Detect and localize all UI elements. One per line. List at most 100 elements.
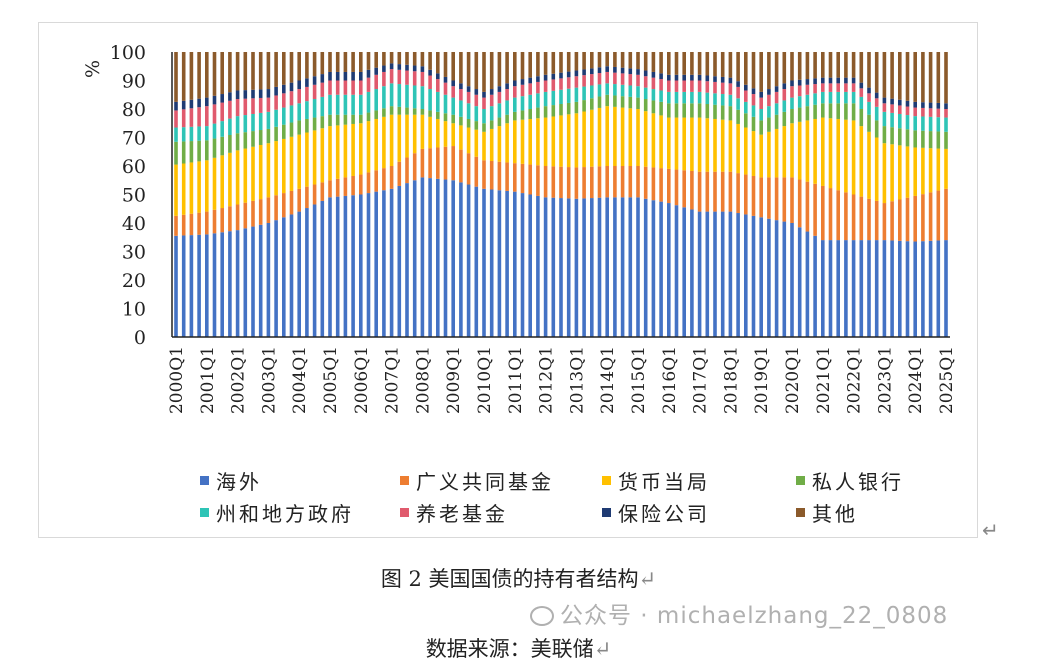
bar-segment <box>720 171 725 212</box>
bar-segment <box>720 211 725 337</box>
x-tick-label: 2024Q1 <box>906 346 926 414</box>
bar-segment <box>335 196 340 337</box>
bar-segment <box>366 52 371 70</box>
bar-segment <box>305 208 309 337</box>
bar-segment <box>844 240 848 337</box>
y-tick-label: 20 <box>122 270 146 292</box>
bar-segment <box>489 52 494 90</box>
bar-segment <box>228 92 232 101</box>
bar-segment <box>659 101 663 116</box>
bar-segment <box>428 52 432 70</box>
x-tick-label: 2004Q1 <box>290 346 310 414</box>
bar-segment <box>181 214 186 236</box>
bar-segment <box>189 99 194 109</box>
bar-segment <box>359 123 363 175</box>
bar-segment <box>274 109 278 127</box>
bar-segment <box>882 111 887 127</box>
bar-segment <box>736 98 740 110</box>
bar-segment <box>759 134 763 178</box>
bar-segment <box>636 197 640 337</box>
bar-segment <box>728 83 733 95</box>
bar-segment <box>436 52 440 74</box>
bar-segment <box>274 126 278 142</box>
bar-segment <box>189 235 194 337</box>
bar-segment <box>366 77 371 92</box>
bar-segment <box>405 70 409 85</box>
bar-segment <box>289 136 294 191</box>
bar-segment <box>251 113 255 132</box>
bar-segment <box>566 52 571 72</box>
bar-segment <box>905 146 910 198</box>
bar-segment <box>605 94 609 107</box>
source-text: 数据来源：美联储 <box>425 637 594 661</box>
bar-segment <box>736 213 740 337</box>
bar-segment <box>443 76 448 83</box>
bar-segment <box>859 196 864 241</box>
bar-segment <box>690 103 694 118</box>
return-mark: ↵ <box>638 567 657 591</box>
bar-segment <box>643 198 648 337</box>
bar-segment <box>690 74 694 81</box>
bar-segment <box>697 74 702 81</box>
bar-segment <box>181 52 186 101</box>
bar-segment <box>174 101 178 111</box>
bar-segment <box>389 114 394 166</box>
bar-segment <box>528 118 532 165</box>
bar-segment <box>613 66 617 73</box>
bar-segment <box>874 106 879 121</box>
bar-segment <box>582 167 586 199</box>
bar-segment <box>667 52 671 75</box>
bar-segment <box>859 126 864 197</box>
bar-segment <box>328 197 332 337</box>
bar-segment <box>559 89 563 105</box>
legend-swatch <box>602 476 611 485</box>
bar-segment <box>428 110 432 117</box>
bar-segment <box>690 170 694 210</box>
bar-segment <box>720 119 725 172</box>
bar-segment <box>667 91 671 104</box>
bar-segment <box>867 198 871 241</box>
bar-segment <box>289 52 294 83</box>
bar-segment <box>790 80 794 87</box>
bar-segment <box>528 94 532 109</box>
bar-segment <box>382 168 386 191</box>
bar-segment <box>205 211 209 235</box>
bar-segment <box>436 178 440 337</box>
bar-segment <box>620 166 625 198</box>
bar-segment <box>844 77 848 84</box>
bar-segment <box>335 52 340 72</box>
bar-segment <box>566 88 571 103</box>
bar-segment <box>782 177 787 222</box>
bar-segment <box>936 52 941 103</box>
bar-segment <box>921 102 925 108</box>
bar-segment <box>528 52 532 78</box>
bar-segment <box>620 197 625 337</box>
bar-segment <box>597 197 602 337</box>
bar-segment <box>228 100 232 119</box>
bar-segment <box>328 180 332 198</box>
bar-segment <box>359 71 363 81</box>
bar-segment <box>382 71 386 87</box>
bar-segment <box>297 188 301 212</box>
bar-segment <box>174 110 178 128</box>
bar-segment <box>944 52 948 104</box>
bar-segment <box>305 118 309 133</box>
bar-segment <box>744 214 748 337</box>
bar-segment <box>312 204 317 337</box>
bar-segment <box>181 235 186 337</box>
bar-segment <box>174 52 178 102</box>
bar-segment <box>405 64 409 71</box>
bar-segment <box>459 52 463 84</box>
bar-segment <box>420 86 425 109</box>
bar-segment <box>913 130 917 148</box>
bar-segment <box>636 69 640 75</box>
bar-segment <box>174 164 178 216</box>
bar-segment <box>235 52 240 91</box>
bar-segment <box>266 197 271 223</box>
bar-segment <box>459 125 463 150</box>
bar-segment <box>359 80 363 95</box>
bar-segment <box>520 96 525 111</box>
bar-segment <box>851 91 856 104</box>
bar-segment <box>697 91 702 104</box>
x-tick-label: 2021Q1 <box>814 346 834 414</box>
